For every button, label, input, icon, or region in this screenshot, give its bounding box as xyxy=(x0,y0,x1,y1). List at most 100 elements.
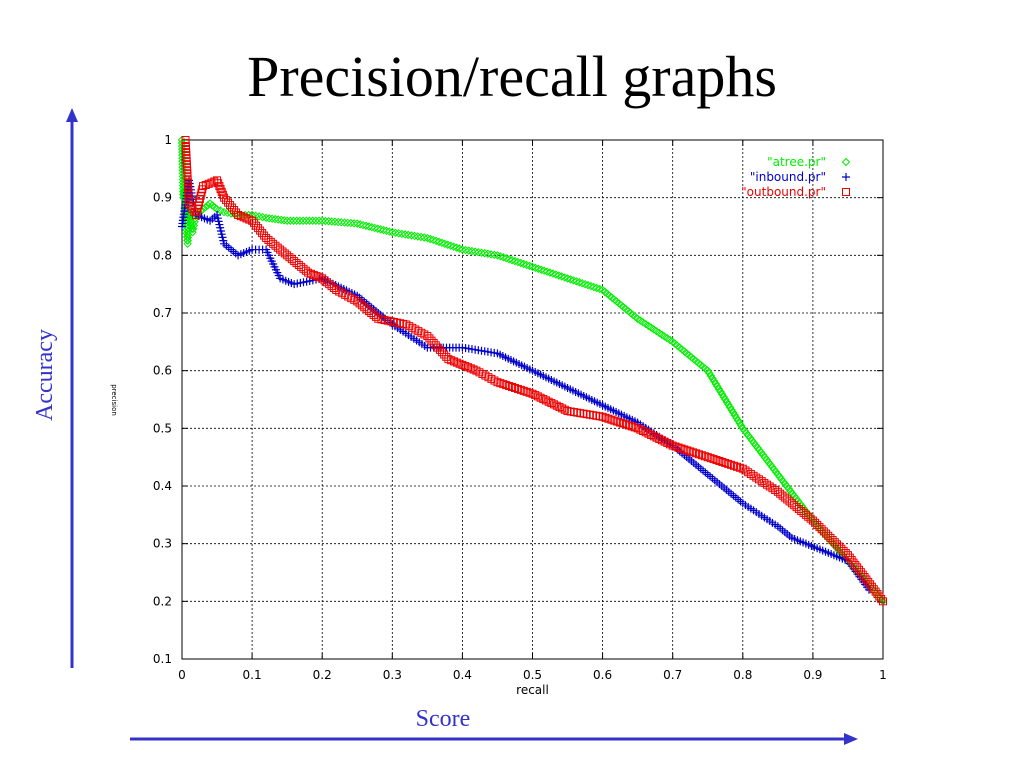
series-0-marker xyxy=(592,283,601,293)
series-0-marker xyxy=(470,247,480,256)
series-2-marker xyxy=(837,544,846,553)
series-0-marker xyxy=(178,163,187,172)
series-2-point xyxy=(528,389,537,398)
series-0-marker xyxy=(721,395,730,404)
series-2-marker xyxy=(228,203,237,212)
series-0-marker xyxy=(385,227,394,236)
series-0-point xyxy=(493,251,502,260)
series-0-marker xyxy=(586,281,596,291)
series-0-marker xyxy=(404,230,413,240)
series-0-point xyxy=(423,233,432,243)
series-0-marker xyxy=(729,408,738,417)
series-2-marker xyxy=(700,452,709,461)
series-0-marker xyxy=(333,217,343,227)
series-0-point xyxy=(317,216,327,225)
series-2-marker xyxy=(431,341,440,350)
series-0-marker xyxy=(407,231,416,240)
series-0-marker xyxy=(416,232,426,242)
series-2-marker xyxy=(680,445,689,454)
series-2-marker xyxy=(697,451,706,460)
series-2-marker xyxy=(839,546,848,555)
y-tick-label: 0.4 xyxy=(153,479,172,493)
series-2-marker xyxy=(250,219,259,228)
series-2-marker xyxy=(499,380,508,389)
series-2-marker xyxy=(652,433,661,442)
series-0-marker xyxy=(327,217,336,226)
series-2-marker xyxy=(452,358,461,367)
series-0-marker xyxy=(223,208,232,218)
series-2-marker xyxy=(657,436,666,445)
series-2-marker xyxy=(624,421,633,430)
series-0-marker xyxy=(513,257,523,267)
series-2-marker xyxy=(519,386,528,395)
series-0-marker xyxy=(305,216,314,225)
series-2-marker xyxy=(438,348,447,357)
series-0-marker xyxy=(724,400,733,409)
legend-entry-label: "inbound.pr" xyxy=(750,170,826,184)
series-0-marker xyxy=(735,418,744,428)
series-0-marker xyxy=(711,379,720,388)
series-2-marker xyxy=(558,404,567,413)
series-2-marker xyxy=(607,415,616,424)
series-2-marker xyxy=(819,527,828,536)
series-2-marker xyxy=(677,444,686,453)
series-0-marker xyxy=(551,270,561,279)
series-2-marker xyxy=(666,440,675,449)
series-2-point xyxy=(633,424,642,433)
series-2-marker xyxy=(811,518,820,527)
x-tick-label: 0.7 xyxy=(663,668,682,682)
series-2-marker xyxy=(496,379,505,388)
series-2-marker xyxy=(647,430,656,439)
series-0-marker xyxy=(480,249,489,258)
series-0-marker xyxy=(583,280,593,290)
series-2-marker xyxy=(663,438,672,447)
series-2-marker xyxy=(660,437,669,446)
series-0-marker xyxy=(575,278,584,287)
series-0-marker xyxy=(725,403,735,412)
series-0-marker xyxy=(311,216,321,225)
legend-entry-label: "atree.pr" xyxy=(767,155,826,169)
plot-area: 0 0.1 0.2 0.3 0.4 0.5 0.6 0.7 0.8 0.9 1 0.1 0.2 0.3 0.… xyxy=(153,133,888,697)
series-0-marker xyxy=(595,284,604,294)
series-2-marker xyxy=(256,226,265,235)
series-0-marker xyxy=(434,237,444,247)
series-0-marker xyxy=(286,216,295,225)
series-2-marker xyxy=(712,456,721,465)
x-tick-label: 0.1 xyxy=(243,668,262,682)
series-0-marker xyxy=(719,392,728,402)
series-0-marker xyxy=(267,214,277,223)
y-axis-label: precision xyxy=(110,384,118,416)
series-2-marker xyxy=(813,520,822,529)
y-tick-label: 0.1 xyxy=(153,652,172,666)
series-2-marker xyxy=(822,529,831,538)
series-2-marker xyxy=(616,418,625,427)
y-tick-label: 0.7 xyxy=(153,306,172,320)
series-2-marker xyxy=(550,400,559,409)
y-annotation-arrow-head xyxy=(66,108,78,122)
series-0-marker xyxy=(302,216,311,225)
series-2-marker xyxy=(214,179,223,188)
series-2-marker xyxy=(674,443,683,452)
series-2-marker xyxy=(466,364,475,373)
series-0-marker xyxy=(490,250,499,260)
x-tick-label: 0.6 xyxy=(593,668,612,682)
series-2-marker xyxy=(239,213,248,222)
series-2-marker xyxy=(732,462,741,471)
series-2-marker xyxy=(641,428,650,437)
series-2-marker xyxy=(552,401,561,410)
series-2-marker xyxy=(709,455,718,464)
series-0-marker xyxy=(178,169,188,178)
y-tick-label: 0.2 xyxy=(153,594,172,608)
y-tick-label: 0.3 xyxy=(153,537,172,551)
series-2-marker xyxy=(832,540,841,549)
series-2-marker xyxy=(224,198,233,207)
series-0-marker xyxy=(440,239,450,249)
series-2-marker xyxy=(689,448,698,457)
series-2-marker xyxy=(505,382,514,391)
series-0-marker xyxy=(376,225,385,234)
series-2-marker xyxy=(721,458,730,467)
series-0-marker xyxy=(557,272,566,281)
x-tick-label: 0.2 xyxy=(313,668,332,682)
series-2-marker xyxy=(312,272,321,281)
y-tick-label: 0.8 xyxy=(153,248,172,262)
